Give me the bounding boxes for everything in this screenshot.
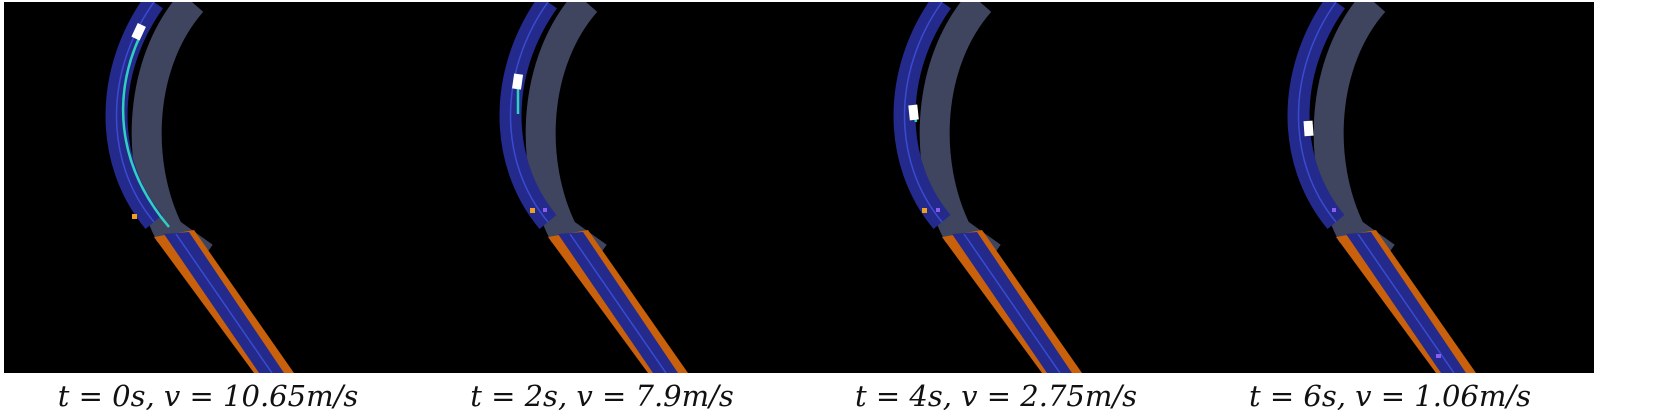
road-scene [105, 2, 294, 373]
lane-line [175, 233, 273, 373]
road-scene [499, 2, 688, 373]
planned-trajectory [121, 35, 170, 228]
road-scene [1287, 2, 1476, 373]
agent-marker [543, 208, 547, 212]
lane-line [963, 233, 1061, 373]
agent-marker [132, 214, 137, 219]
ego-vehicle [1303, 120, 1314, 137]
caption-t2: t = 2s, v = 7.9m/s [470, 379, 734, 413]
ego-vehicle [131, 23, 146, 41]
road-scene [893, 2, 1082, 373]
ego-vehicle [512, 73, 524, 90]
lane-line [509, 2, 549, 223]
agent-marker [1332, 208, 1336, 212]
agent-marker [922, 208, 927, 213]
scene-panel-t2 [398, 2, 806, 373]
ego-vehicle [908, 104, 919, 121]
scene-panel-t0 [4, 2, 412, 373]
lane-line [1297, 2, 1337, 223]
lane-line [903, 2, 943, 223]
scene-panel-t6 [1186, 2, 1594, 373]
caption-t0: t = 0s, v = 10.65m/s [57, 379, 359, 413]
agent-marker [936, 208, 940, 212]
lane-line [569, 233, 667, 373]
agent-marker [1436, 354, 1441, 358]
lane-line [1357, 233, 1455, 373]
agent-marker [530, 208, 535, 213]
scene-panel-t4 [792, 2, 1200, 373]
caption-t6: t = 6s, v = 1.06m/s [1249, 379, 1531, 413]
caption-t4: t = 4s, v = 2.75m/s [855, 379, 1137, 413]
